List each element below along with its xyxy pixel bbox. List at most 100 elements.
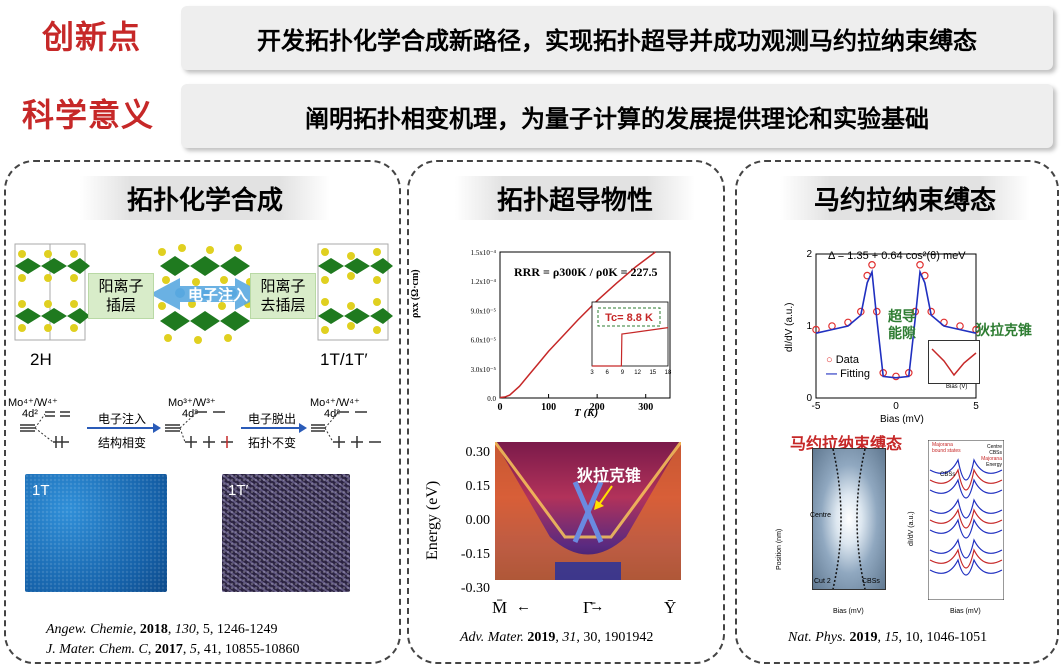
rho-xlabel: T (K) [574, 407, 599, 419]
didv-data-point [956, 322, 964, 330]
kpoint-m: M̄ [492, 598, 508, 617]
rho-xtick-label: 200 [590, 402, 605, 413]
intercalation-box: 阳离子 插层 [88, 273, 154, 319]
dirac-cone-label-p2: 狄拉克锥 [577, 468, 642, 485]
panel3-title: 马约拉纳束缚态 [780, 176, 1030, 220]
panel-topological-superconductivity [407, 160, 725, 664]
rho-ytick-label: 6.0x10⁻⁵ [471, 337, 497, 345]
dirac-cone-label-p3: 狄拉克锥 [976, 322, 1032, 338]
stm-image-1tp [222, 474, 350, 592]
rho-ytick-label: 1.5x10⁻⁴ [471, 249, 497, 257]
reference-jmcc: J. Mater. Chem. C, 2017, 5, 41, 10855-10… [46, 642, 300, 657]
tc-label: Tc= 8.8 K [605, 312, 653, 324]
panel2-title: 拓扑超导物性 [455, 176, 695, 220]
map-cut-label: Cut 2 [814, 578, 831, 585]
stm-label-1t: 1T [32, 482, 50, 499]
deintercalation-box: 阳离子 去插层 [250, 273, 316, 319]
band-heatmap [495, 442, 681, 580]
crystal-structure-diagram [14, 243, 393, 344]
spectra-waterfall [928, 440, 1004, 600]
significance-label: 科学意义 [22, 96, 155, 134]
orbital-level-diagram [20, 411, 381, 448]
orbital-arrow2-bottom: 拓扑不变 [248, 436, 297, 450]
significance-text-box: 阐明拓扑相变机理，为量子计算的发展提供理论和实验基础 [181, 84, 1053, 148]
reference-adv-mater: Adv. Mater. 2019, 31, 30, 1901942 [460, 630, 654, 645]
significance-text: 阐明拓扑相变机理，为量子计算的发展提供理论和实验基础 [305, 104, 929, 133]
rho-xtick-label: 100 [541, 402, 556, 413]
reference-angew: Angew. Chemie, 2018, 130, 5, 1246-1249 [46, 622, 278, 637]
map-xlabel: Bias (mV) [833, 608, 864, 615]
orbital-mid-sub: 4d³ [182, 408, 198, 420]
didv-data-point [916, 260, 924, 269]
rho-inset-xtick-label: 15 [649, 370, 656, 376]
didv-xtick-label: 5 [973, 401, 979, 412]
rho-ytick-label: 9.0x10⁻⁵ [471, 307, 497, 315]
innovation-label: 创新点 [42, 18, 142, 56]
innovation-text: 开发拓扑化学合成新路径，实现拓扑超导并成功观测马约拉纳束缚态 [257, 26, 977, 55]
tc-box [597, 307, 661, 327]
orbital-right-label: Mo⁴⁺/W⁴⁺ [310, 397, 360, 409]
orbital-left-sub: 4d² [22, 408, 38, 420]
didv-fit-line [815, 268, 977, 379]
stm-label-1tp: 1T′ [228, 482, 249, 499]
orbital-arrow1-top: 电子注入 [98, 412, 147, 426]
map-centre-label: Centre [810, 512, 832, 519]
gap-label: 超导 能隙 [888, 308, 916, 341]
rho-inset-xtick-label: 18 [665, 370, 672, 376]
band-dispersion [495, 442, 681, 580]
innovation-text-box: 开发拓扑化学合成新路径，实现拓扑超导并成功观测马约拉纳束缚态 [181, 6, 1053, 70]
rho-ytick-label: 3.0x10⁻⁵ [471, 366, 497, 374]
legend-fitting: — Fitting [826, 368, 871, 380]
dirac-arrow-p2 [594, 485, 613, 510]
didv-formula: Δ = 1.35 + 0.64 cos²(θ) meV [828, 250, 966, 262]
orbital-mid-label: Mo³⁺/W³⁺ [168, 397, 216, 409]
rho-xtick-label: 0 [498, 402, 503, 413]
didv-ylabel: dI/dV (a.u.) [784, 302, 795, 352]
electron-injection-arrow [150, 278, 265, 310]
didv-inset-xlabel: Bias (V) [946, 384, 968, 390]
didv-xtick-label: 0 [893, 401, 899, 412]
label-1t: 1T/1T′ [320, 350, 368, 369]
rho-ylabel: ρxx (Ω·cm) [410, 269, 421, 318]
structure-2h [14, 243, 90, 341]
panel1-title: 拓扑化学合成 [80, 176, 330, 220]
orbital-arrow2-top: 电子脱出 [248, 412, 297, 426]
majorana-map [812, 448, 886, 590]
spectra-xlabel: Bias (mV) [950, 608, 981, 615]
didv-ytick-label: 1 [806, 321, 812, 332]
didv-ytick-label: 2 [806, 249, 812, 260]
kpoint-y: Ȳ [664, 598, 677, 617]
didv-ytick-label: 0 [806, 393, 812, 404]
k-arrows: ← → [516, 598, 605, 615]
rho-inset-xtick-label: 9 [621, 370, 625, 376]
band-yticks: 0.30 0.15 0.00 -0.15 -0.30 [460, 445, 490, 596]
didv-data-point [892, 372, 900, 381]
map-ylabel: Position (nm) [776, 528, 783, 570]
resistivity-chart: 0 100 200 300 0.0 3.0x10⁻⁵ 6.0x10⁻⁵ 9.0x10⁻⁵ 1.2… [471, 249, 672, 413]
rho-inset-xtick-label: 3 [590, 370, 594, 376]
band-ylabel: Energy (eV) [424, 480, 441, 560]
electron-injection-label: 电子注入 [187, 287, 248, 304]
orbital-right-sub: 4d² [324, 408, 340, 420]
rho-ytick-label: 0.0 [487, 395, 496, 403]
panel-topochemical-synthesis [4, 160, 401, 664]
orbital-left-label: Mo⁴⁺/W⁴⁺ [8, 397, 58, 409]
spectra-legend: Centre CBSs Majorana Energy [981, 444, 1002, 468]
didv-data-point [828, 322, 836, 330]
rrr-text: RRR = ρ300K / ρ0K = 227.5 [514, 265, 658, 279]
legend-data: ○ Data [826, 354, 859, 366]
rho-inset-xtick-label: 12 [634, 370, 641, 376]
rho-series-line [499, 251, 656, 399]
deintercalation-label: 阳离子 去插层 [260, 278, 306, 314]
reference-nat-phys: Nat. Phys. 2019, 15, 10, 1046-1051 [788, 630, 988, 645]
label-2h: 2H [30, 350, 52, 369]
structure-1t [317, 243, 393, 341]
kpoint-gamma: Γ̄ [583, 598, 593, 617]
rho-ytick-label: 1.2x10⁻⁴ [471, 278, 497, 286]
panel-majorana-bound-states [735, 160, 1059, 664]
stm-image-1t [25, 474, 167, 592]
rho-inset-xtick-label: 6 [606, 370, 610, 376]
spectra-cbs-label: CBSs [940, 472, 956, 478]
orbital-arrow1-bottom: 结构相变 [98, 436, 147, 450]
